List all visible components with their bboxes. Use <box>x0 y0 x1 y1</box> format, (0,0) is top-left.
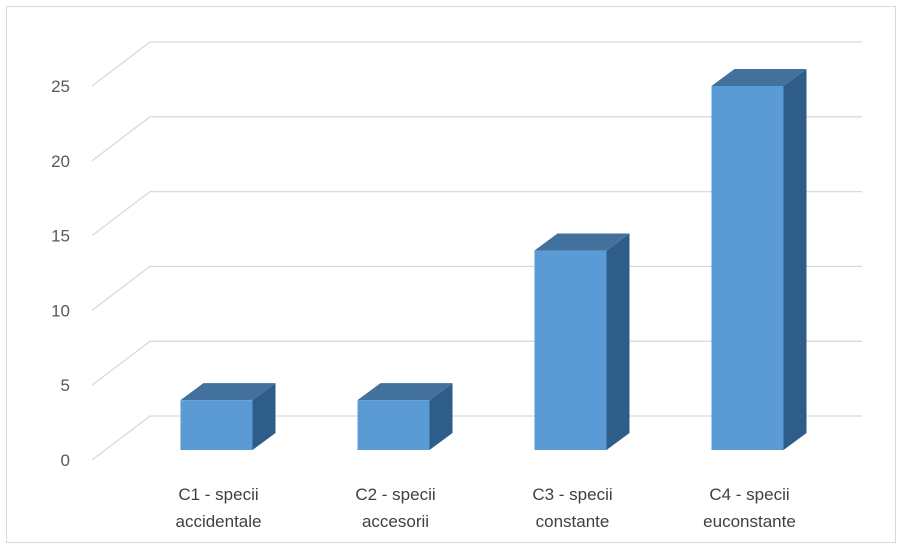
bar <box>711 69 807 450</box>
bar-top <box>357 383 453 401</box>
category-label: C3 - specii <box>532 485 612 504</box>
y-tick-label: 15 <box>51 227 70 246</box>
bar-side <box>429 383 453 450</box>
y-tick-label: 0 <box>61 451 70 470</box>
category-label: C2 - specii <box>355 485 435 504</box>
category-label: constante <box>536 512 610 531</box>
category-label: C4 - specii <box>709 485 789 504</box>
category-label: C1 - specii <box>178 485 258 504</box>
bar-front <box>711 86 784 450</box>
y-tick-label: 25 <box>51 77 70 96</box>
bar-side <box>606 233 630 450</box>
y-tick-label: 20 <box>51 152 70 171</box>
y-tick-label: 10 <box>51 301 70 320</box>
bar-front <box>180 400 253 450</box>
gridline <box>91 41 862 87</box>
bars <box>180 69 807 450</box>
bar-top <box>534 233 630 251</box>
y-axis: 0 5 10 15 20 25 <box>51 77 70 470</box>
gridline <box>91 116 862 162</box>
x-axis: C1 - specii accidentale C2 - specii accesor… <box>175 485 795 531</box>
bar-side <box>252 383 276 450</box>
category-label: accesorii <box>362 512 429 531</box>
bar <box>534 233 630 450</box>
category-label: accidentale <box>175 512 261 531</box>
bar-top <box>711 69 807 86</box>
bar-front <box>534 250 607 450</box>
bar-top <box>180 383 276 401</box>
gridline <box>91 190 862 237</box>
bar <box>357 383 453 450</box>
y-tick-label: 5 <box>61 376 70 395</box>
bar-side <box>783 69 807 450</box>
bar-front <box>357 400 430 450</box>
bar <box>180 383 276 450</box>
category-label: euconstante <box>703 512 796 531</box>
